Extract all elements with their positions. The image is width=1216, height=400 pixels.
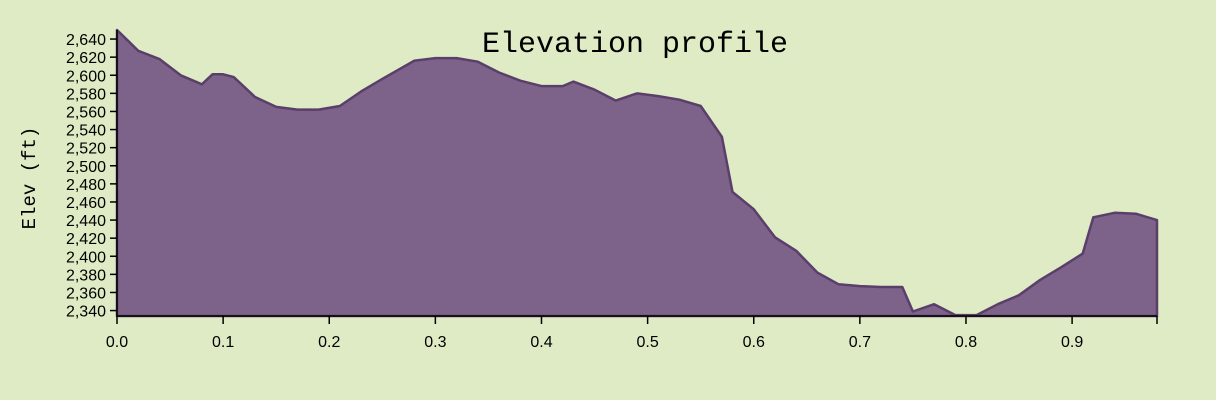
x-tick-label: 0.0 bbox=[106, 334, 128, 351]
chart-title: Elevation profile bbox=[482, 28, 788, 62]
y-tick-label: 2,640 bbox=[66, 32, 106, 49]
x-tick-label: 0.1 bbox=[212, 334, 234, 351]
y-axis: 2,340 2,3602,3802,4002,4202,4402,4602,480… bbox=[66, 30, 118, 321]
elevation-area bbox=[115, 28, 1159, 318]
x-tick-label: 0.4 bbox=[530, 334, 552, 351]
x-tick-label: 0.7 bbox=[849, 334, 871, 351]
x-tick-label: 0.3 bbox=[424, 334, 446, 351]
y-tick-label: 2,540 bbox=[66, 123, 106, 140]
y-tick-label: 2,400 bbox=[66, 249, 106, 266]
x-tick-label: 0.5 bbox=[636, 334, 658, 351]
y-tick-label: 2,380 bbox=[66, 267, 106, 284]
x-tick-label: 0.2 bbox=[318, 334, 340, 351]
y-tick-label: 2,420 bbox=[66, 231, 106, 248]
y-tick-label: 2,520 bbox=[66, 141, 106, 158]
y-tick-label: 2,440 bbox=[66, 213, 106, 230]
y-axis-title: Elev (ft) bbox=[19, 127, 41, 230]
y-tick-label: 2,620 bbox=[66, 50, 106, 67]
x-axis: 0.0 0.1 0.2 0.3 0.4 0.5 0.6 0.7 0.8 0.9 bbox=[106, 315, 1158, 351]
y-tick-label: 2,480 bbox=[66, 177, 106, 194]
x-tick-label: 0.8 bbox=[955, 334, 977, 351]
y-tick-label: 2,580 bbox=[66, 86, 106, 103]
x-tick-label: 0.6 bbox=[743, 334, 765, 351]
y-tick-label: 2,360 bbox=[66, 285, 106, 302]
y-tick-label: 2,460 bbox=[66, 195, 106, 212]
x-tick-label: 0.9 bbox=[1061, 334, 1083, 351]
y-tick-label: 2,340 bbox=[66, 304, 106, 321]
y-tick-label: 2,500 bbox=[66, 159, 106, 176]
y-tick-label: 2,600 bbox=[66, 68, 106, 85]
y-tick-label: 2,560 bbox=[66, 104, 106, 121]
